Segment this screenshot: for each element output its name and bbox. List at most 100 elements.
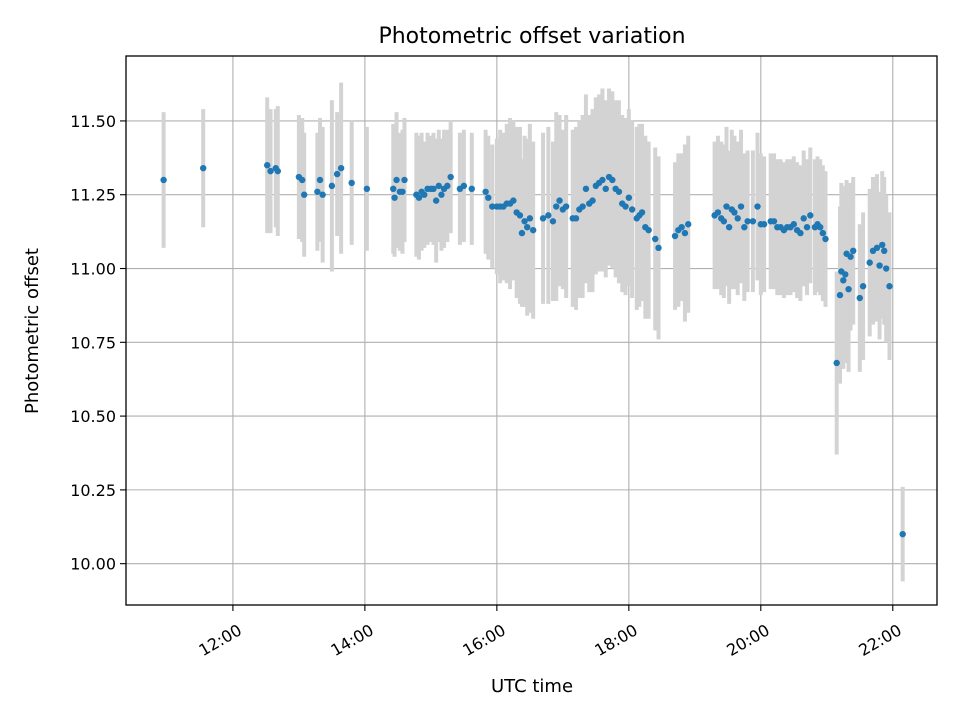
data-point — [572, 215, 580, 222]
data-point — [160, 176, 167, 184]
data-point — [363, 185, 371, 193]
data-point — [545, 212, 552, 219]
data-point — [847, 253, 854, 260]
data-point — [553, 203, 560, 210]
data-point — [421, 191, 428, 198]
data-point — [447, 173, 454, 181]
data-point — [264, 162, 271, 169]
data-point — [316, 176, 324, 184]
data-point — [882, 265, 890, 272]
data-point — [482, 188, 489, 195]
data-point — [518, 229, 526, 237]
data-point — [731, 209, 738, 216]
x-axis-label: UTC time — [491, 676, 573, 697]
data-point — [856, 294, 863, 302]
data-point — [549, 218, 557, 225]
data-point — [200, 164, 207, 172]
data-point — [599, 176, 606, 184]
data-point — [579, 203, 586, 210]
data-points — [160, 162, 906, 538]
data-point — [849, 247, 857, 255]
data-point — [460, 182, 468, 190]
data-point — [348, 179, 355, 187]
data-point — [521, 218, 528, 225]
data-point — [562, 203, 570, 210]
y-tick-label: 11.25 — [70, 186, 116, 205]
data-point — [886, 283, 893, 290]
data-point — [337, 164, 345, 172]
data-point — [468, 185, 475, 193]
data-point — [393, 176, 400, 184]
data-point — [879, 241, 886, 249]
y-tick-label: 11.00 — [70, 260, 116, 279]
grid-lines — [126, 56, 937, 605]
data-point — [274, 167, 281, 175]
y-tick-label: 10.75 — [70, 333, 116, 352]
data-point — [489, 203, 496, 210]
data-point — [415, 194, 423, 201]
y-axis-ticks: 10.00 10.25 10.50 10.75 11.00 11.25 11.50 — [70, 112, 126, 574]
data-point — [589, 197, 596, 204]
data-point — [671, 232, 679, 240]
data-point — [510, 197, 517, 204]
plot-area-frame — [125, 55, 938, 606]
data-point — [822, 235, 829, 243]
y-axis-label: Photometric offset — [22, 248, 43, 414]
data-point — [516, 212, 524, 219]
data-point — [819, 229, 827, 237]
data-point — [267, 167, 274, 175]
data-point — [899, 530, 906, 538]
data-point — [333, 170, 341, 178]
data-point — [430, 185, 437, 193]
data-point — [760, 221, 768, 228]
data-point — [391, 194, 398, 201]
data-point — [432, 197, 440, 204]
chart-title: Photometric offset variation — [378, 24, 685, 49]
data-point — [734, 215, 741, 222]
data-point — [720, 218, 728, 225]
data-point — [840, 277, 847, 284]
y-tick-label: 10.00 — [70, 555, 116, 574]
data-point — [638, 209, 646, 216]
data-point — [539, 215, 547, 222]
data-point — [625, 194, 633, 201]
data-point — [800, 215, 807, 222]
data-point — [444, 182, 451, 190]
data-point — [319, 191, 326, 198]
data-point — [615, 188, 623, 195]
data-point — [298, 176, 306, 184]
data-point — [845, 285, 852, 293]
data-point — [681, 229, 689, 237]
data-point — [622, 203, 629, 210]
data-point — [803, 223, 811, 231]
data-point — [628, 206, 636, 213]
data-point — [582, 185, 590, 193]
data-point — [314, 188, 321, 195]
data-point — [836, 291, 844, 299]
y-tick-label: 11.50 — [70, 112, 116, 131]
data-point — [652, 235, 659, 243]
data-point — [526, 215, 534, 222]
data-point — [741, 223, 748, 231]
data-point — [655, 244, 662, 252]
data-point — [770, 218, 778, 225]
data-point — [749, 218, 757, 225]
y-tick-label: 10.50 — [70, 407, 116, 426]
data-point — [876, 262, 883, 269]
data-point — [873, 244, 881, 252]
data-point — [399, 188, 406, 195]
data-point — [790, 221, 798, 228]
data-point — [866, 259, 873, 266]
data-point — [524, 223, 531, 231]
data-point — [797, 229, 804, 237]
data-point — [390, 185, 397, 193]
data-point — [737, 203, 745, 210]
data-point — [744, 218, 751, 225]
data-point — [685, 221, 692, 228]
data-point — [609, 176, 616, 184]
data-point — [723, 203, 730, 210]
data-point — [725, 223, 733, 231]
data-point — [529, 226, 537, 234]
data-point — [435, 182, 442, 190]
